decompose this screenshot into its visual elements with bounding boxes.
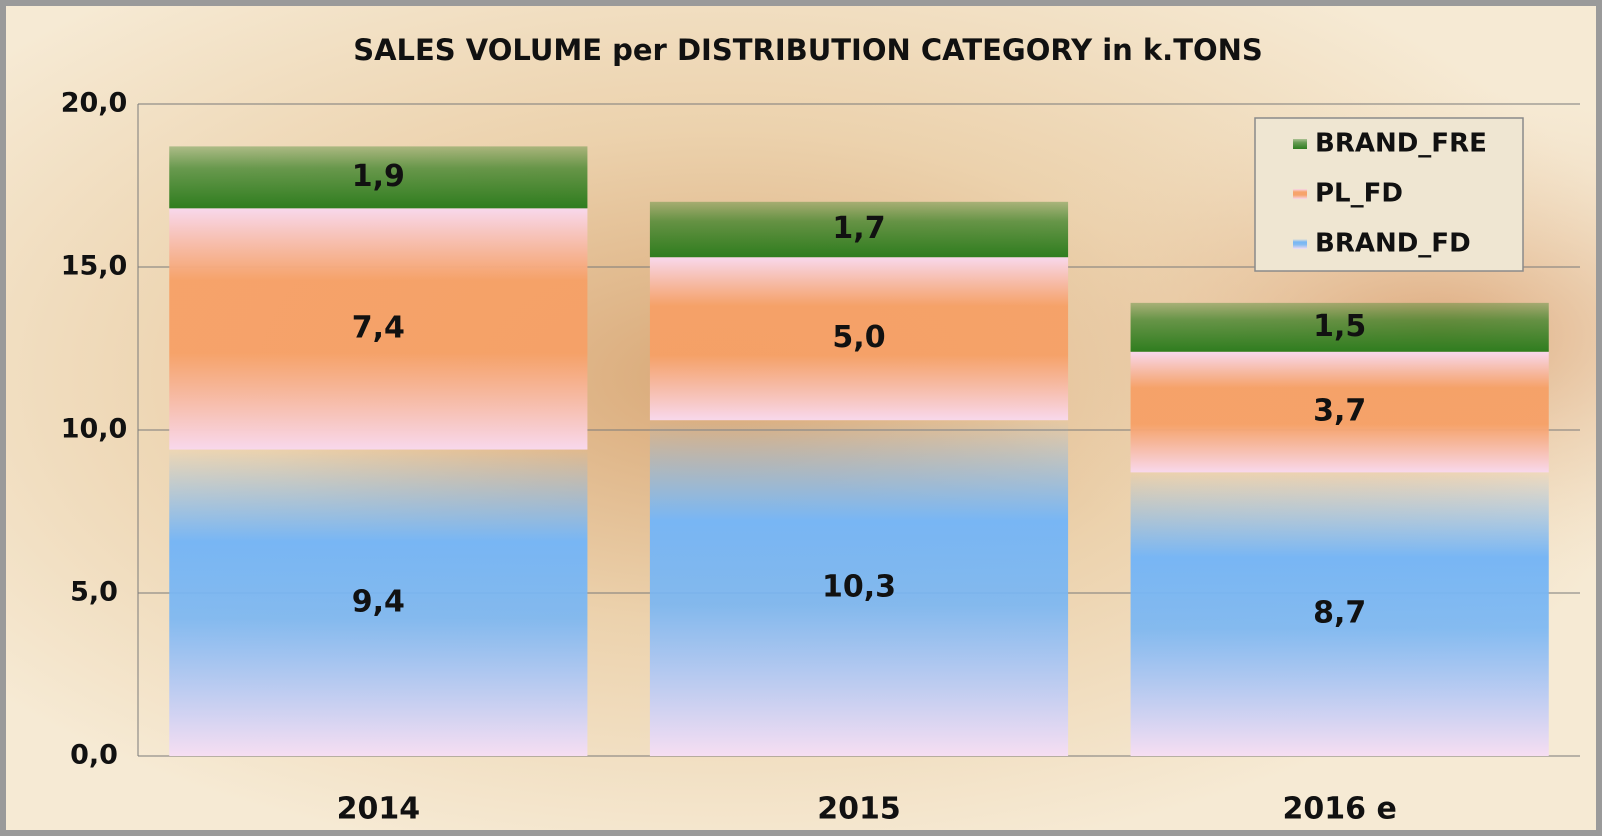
data-label: 1,9 (352, 159, 405, 194)
x-tick-label: 2014 (337, 792, 421, 827)
data-label: 1,5 (1313, 309, 1366, 344)
bar-segment (1130, 351, 1549, 473)
bar-segment (1130, 302, 1549, 352)
bar-segment (169, 208, 588, 450)
bar-segment (649, 420, 1069, 756)
y-tick-label: 5,0 (70, 577, 118, 608)
bar-segment (649, 201, 1069, 258)
data-label: 10,3 (822, 570, 896, 605)
y-tick-label: 15,0 (61, 251, 128, 282)
x-tick-label: 2016 e (1283, 792, 1397, 827)
y-tick-label: 20,0 (61, 88, 128, 119)
legend-swatch (1293, 239, 1307, 249)
chart-title: SALES VOLUME per DISTRIBUTION CATEGORY i… (353, 33, 1263, 67)
legend-swatch (1293, 189, 1307, 199)
data-label: 8,7 (1313, 596, 1366, 631)
data-label: 1,7 (832, 211, 885, 246)
bar-segment (649, 257, 1069, 421)
bar-segment (1130, 472, 1549, 756)
legend-label: BRAND_FRE (1315, 129, 1487, 159)
bar-segment (169, 449, 588, 756)
legend-label: BRAND_FD (1315, 229, 1471, 259)
y-tick-label: 0,0 (70, 740, 118, 771)
data-label: 3,7 (1313, 394, 1366, 429)
x-tick-label: 2015 (817, 792, 901, 827)
legend-swatch (1293, 139, 1307, 149)
bar-segment (169, 146, 588, 209)
data-label: 9,4 (352, 584, 405, 619)
legend-label: PL_FD (1315, 179, 1403, 209)
data-label: 7,4 (352, 310, 405, 345)
y-tick-label: 10,0 (61, 414, 128, 445)
data-label: 5,0 (832, 320, 885, 355)
